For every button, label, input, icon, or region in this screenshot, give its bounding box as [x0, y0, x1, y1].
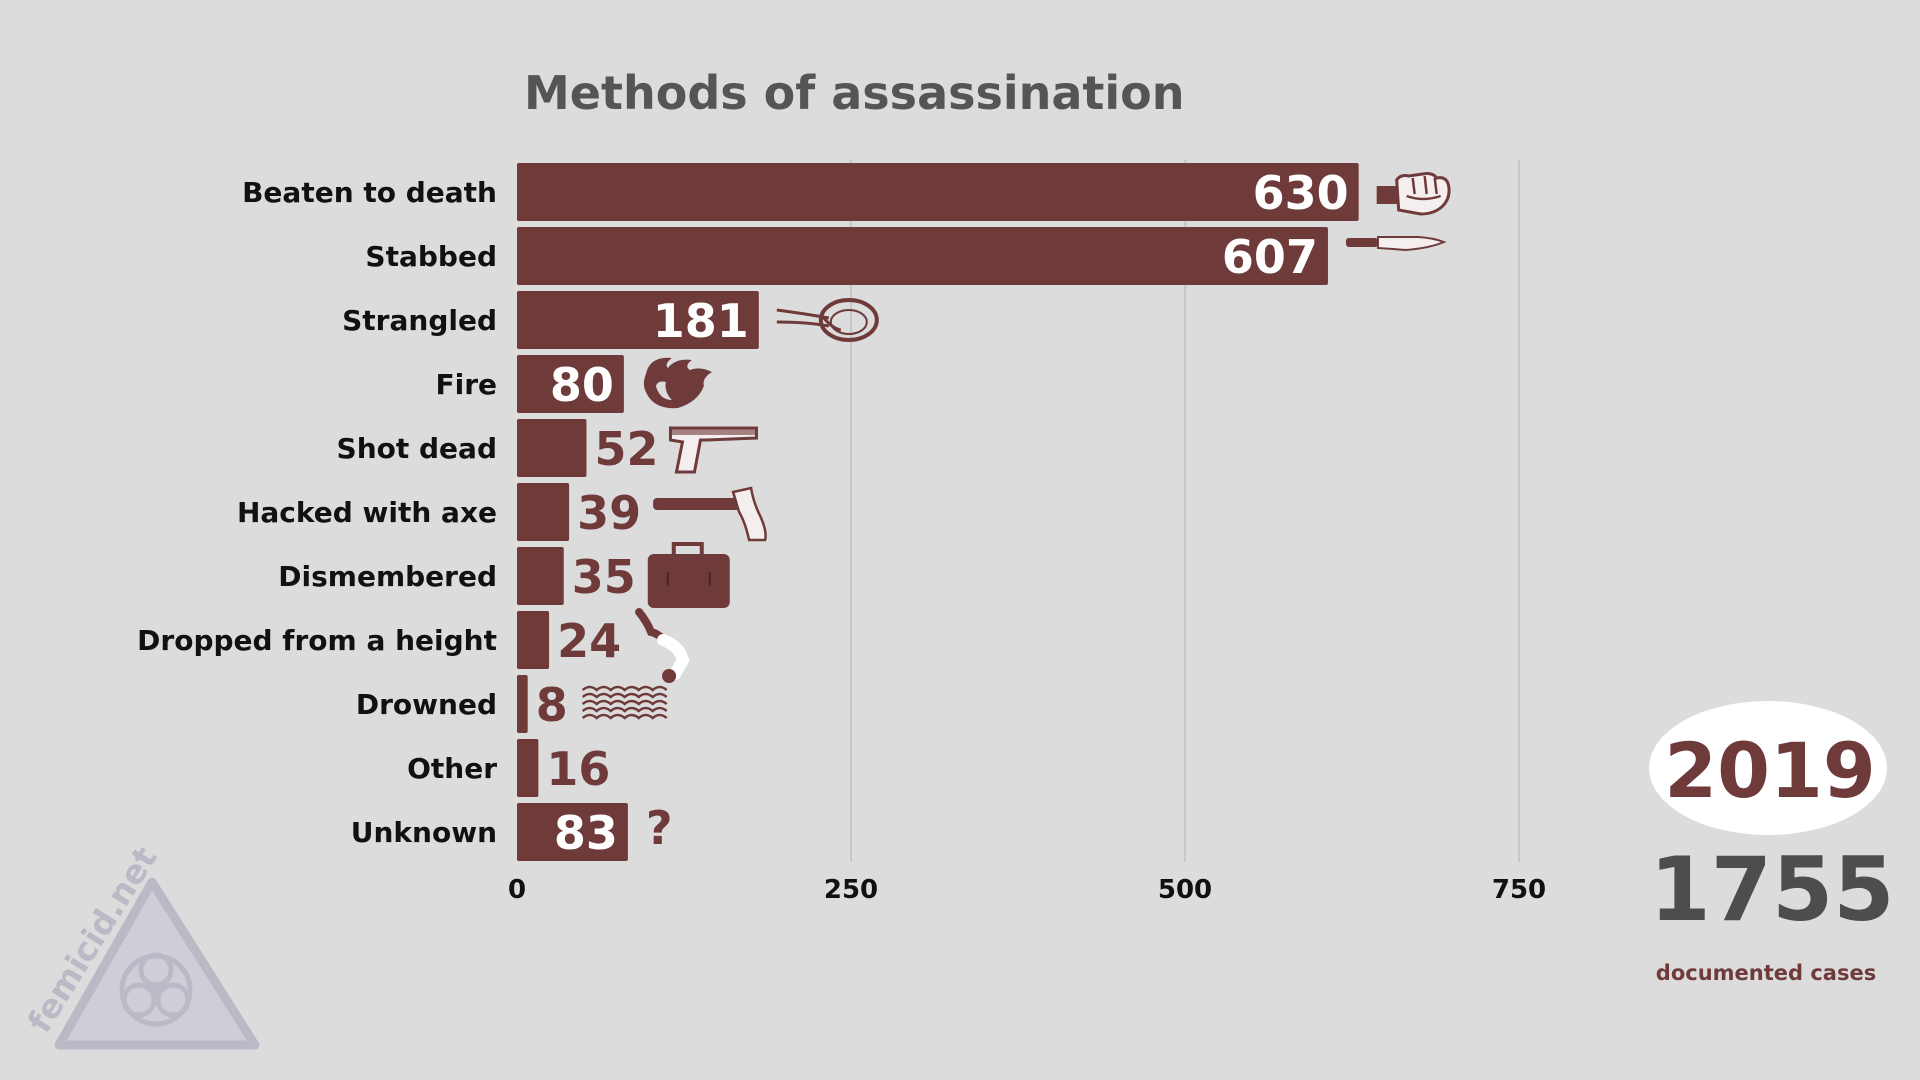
year-label: 2019 — [1664, 726, 1876, 815]
category-label: Beaten to death — [242, 176, 497, 209]
category-label: Dismembered — [278, 560, 497, 593]
icons: ? — [581, 172, 1451, 855]
category-label: Fire — [435, 368, 497, 401]
x-tick-label: 0 — [508, 875, 526, 905]
question-mark-icon: ? — [646, 801, 673, 855]
bar — [517, 611, 550, 669]
bar — [517, 355, 624, 413]
category-label: Other — [407, 752, 497, 785]
bar — [517, 675, 528, 733]
fist-icon — [1376, 172, 1451, 216]
bar — [517, 547, 564, 605]
category-label: Unknown — [351, 816, 497, 849]
value-label: 8 — [536, 678, 568, 732]
value-label: 39 — [577, 486, 641, 540]
category-labels: Beaten to death Stabbed Strangled Fire Shot … — [137, 176, 497, 849]
value-label: 24 — [557, 614, 621, 668]
year-badge — [1649, 701, 1887, 835]
bars — [517, 163, 1359, 861]
x-axis-ticks: 0 250 500 750 — [508, 875, 1546, 905]
value-labels: 630 607 181 80 52 39 35 24 8 16 83 — [536, 166, 1349, 860]
value-label: 630 — [1253, 166, 1349, 220]
svg-text:?: ? — [646, 801, 673, 855]
watermark: femicid.net — [20, 839, 260, 1050]
x-tick-label: 500 — [1158, 875, 1212, 905]
pistol-icon — [668, 426, 758, 474]
value-label: 607 — [1222, 230, 1318, 284]
value-label: 181 — [653, 294, 749, 348]
suitcase-icon — [647, 542, 730, 608]
total-caption: documented cases — [1656, 961, 1876, 985]
chart-title: Methods of assassination — [524, 66, 1185, 120]
bar — [517, 163, 1359, 221]
bar — [517, 803, 628, 861]
category-label: Drowned — [356, 688, 497, 721]
value-label: 16 — [546, 742, 610, 796]
biohazard-triangle-icon — [54, 877, 260, 1050]
bar — [517, 291, 759, 349]
total-count: 1755 — [1650, 838, 1895, 941]
x-tick-label: 250 — [824, 875, 878, 905]
noose-icon — [776, 298, 879, 342]
value-label: 83 — [554, 806, 618, 860]
category-label: Shot dead — [337, 432, 497, 465]
bar — [517, 419, 587, 477]
value-label: 35 — [572, 550, 636, 604]
bar — [517, 739, 539, 797]
value-label: 52 — [594, 422, 658, 476]
falling-person-icon — [635, 608, 690, 683]
waves-icon — [581, 685, 668, 720]
x-tick-label: 750 — [1492, 875, 1546, 905]
axe-icon — [653, 486, 767, 542]
value-label: 80 — [550, 358, 614, 412]
flame-icon — [643, 357, 712, 409]
bar — [517, 227, 1328, 285]
knife-icon — [1345, 236, 1447, 252]
category-label: Hacked with axe — [237, 496, 497, 529]
category-label: Stabbed — [365, 240, 497, 273]
bar — [517, 483, 570, 541]
category-label: Dropped from a height — [137, 624, 497, 657]
category-label: Strangled — [342, 304, 497, 337]
